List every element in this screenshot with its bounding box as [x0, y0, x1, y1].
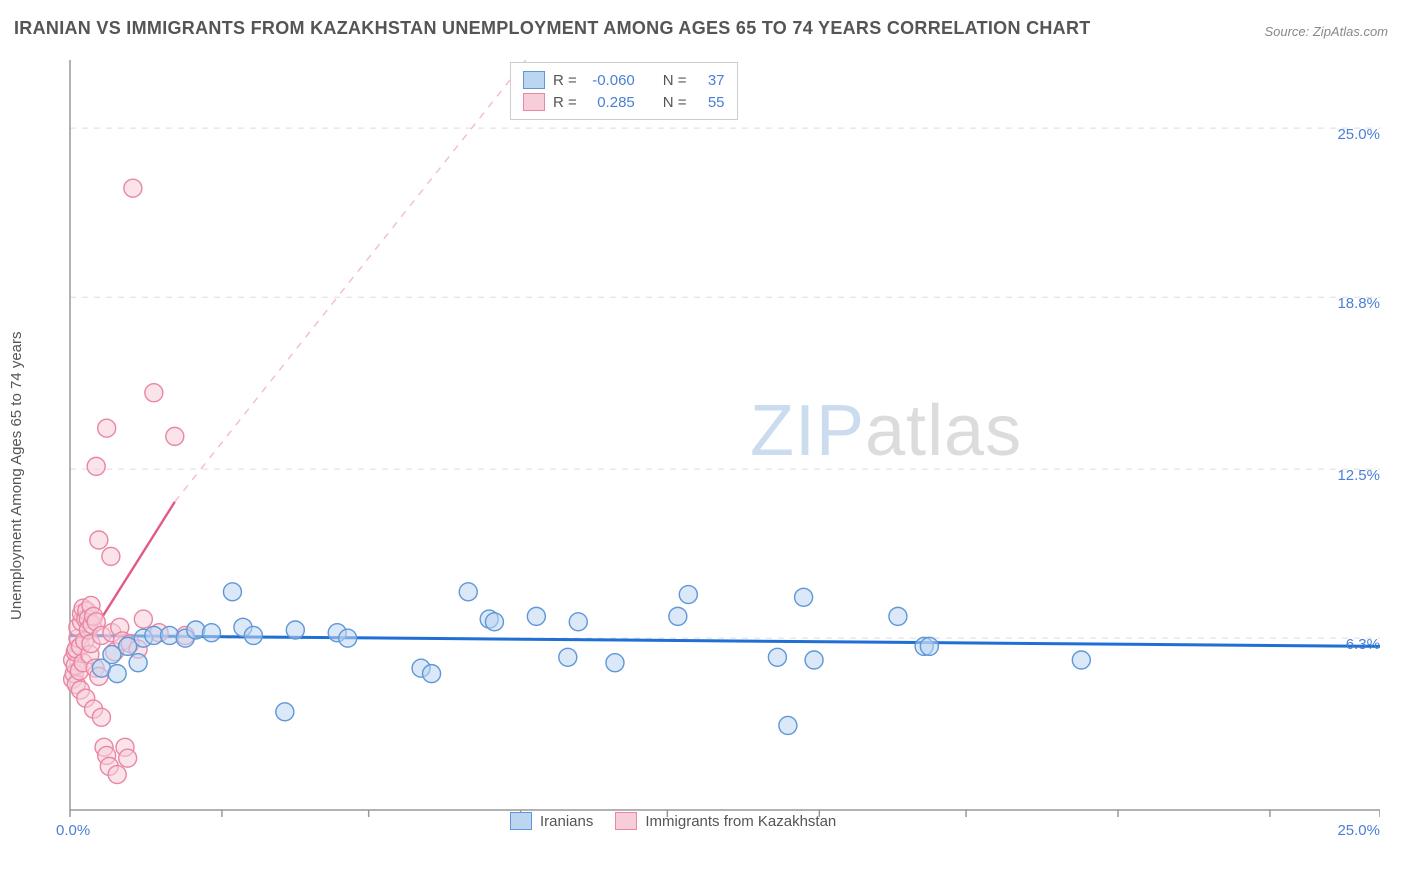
r-value-2: 0.285	[585, 94, 635, 111]
y-tick-label: 25.0%	[1337, 126, 1380, 143]
chart-title: IRANIAN VS IMMIGRANTS FROM KAZAKHSTAN UN…	[14, 18, 1091, 39]
legend-label-1: Iranians	[540, 813, 593, 830]
r-label: R =	[553, 72, 577, 89]
stats-row-2: R = 0.285 N = 55	[523, 91, 725, 113]
n-label-2: N =	[663, 94, 687, 111]
bottom-legend: Iranians Immigrants from Kazakhstan	[510, 812, 836, 830]
legend-item-2: Immigrants from Kazakhstan	[615, 812, 836, 830]
stats-row-1: R = -0.060 N = 37	[523, 69, 725, 91]
legend-item-1: Iranians	[510, 812, 593, 830]
source-label: Source: ZipAtlas.com	[1264, 24, 1388, 39]
r-value-1: -0.060	[585, 72, 635, 89]
chart-svg	[50, 60, 1380, 830]
n-label: N =	[663, 72, 687, 89]
x-origin-label: 0.0%	[56, 822, 90, 839]
y-tick-label: 12.5%	[1337, 467, 1380, 484]
y-tick-label: 18.8%	[1337, 295, 1380, 312]
scatter-plot: ZIPatlas 6.3%12.5%18.8%25.0% 0.0% 25.0% …	[50, 60, 1380, 830]
legend-swatch-2	[615, 812, 637, 830]
stats-legend: R = -0.060 N = 37 R = 0.285 N = 55	[510, 62, 738, 120]
swatch-series-1	[523, 71, 545, 89]
n-value-1: 37	[695, 72, 725, 89]
legend-swatch-1	[510, 812, 532, 830]
legend-label-2: Immigrants from Kazakhstan	[645, 813, 836, 830]
r-label-2: R =	[553, 94, 577, 111]
y-tick-label: 6.3%	[1346, 636, 1380, 653]
swatch-series-2	[523, 93, 545, 111]
n-value-2: 55	[695, 94, 725, 111]
y-axis-label: Unemployment Among Ages 65 to 74 years	[8, 331, 25, 620]
x-max-label: 25.0%	[1337, 822, 1380, 839]
